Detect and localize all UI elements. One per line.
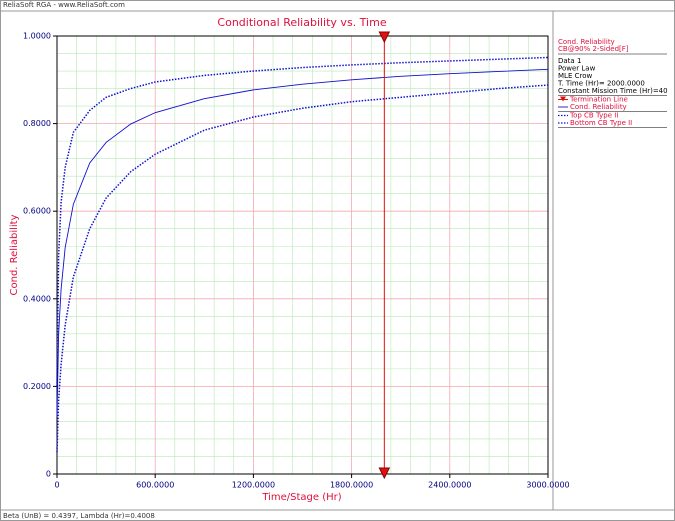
plot-area [56, 35, 549, 475]
footer: Beta (UnB) = 0.4397, Lambda (Hr)=0.4008 [3, 512, 155, 520]
y-tick-label: 1.0000 [23, 32, 51, 41]
y-tick-label: 0 [46, 470, 51, 479]
y-tick-label: 0.4000 [23, 294, 51, 303]
series-line [56, 68, 549, 417]
legend-entry: Bottom CB Type II [570, 119, 632, 127]
y-tick-label: 0.2000 [23, 382, 51, 391]
y-tick-label: 0.6000 [23, 207, 51, 216]
legend-swatch [560, 96, 566, 102]
legend-entry: Cond. Reliability [570, 103, 627, 111]
header: ReliaSoft RGA - www.ReliaSoft.com [3, 1, 125, 9]
y-tick-label: 0.8000 [23, 119, 51, 128]
x-tick-label: 2400.0000 [428, 481, 471, 490]
chart-title: Conditional Reliability vs. Time [217, 16, 386, 29]
legend-info: Data 1 [558, 57, 581, 65]
legend-info: MLE Crow [558, 72, 592, 80]
termination-marker [378, 31, 391, 44]
termination-marker [378, 467, 391, 480]
series-line [56, 84, 549, 453]
legend-subtitle: CB@90% 2-Sided[F] [558, 45, 629, 53]
x-tick-label: 600.0000 [136, 481, 174, 490]
legend-entry: Termination Line [569, 96, 628, 104]
series-line [56, 56, 549, 387]
legend-info: Constant Mission Time (Hr)=40 [558, 87, 668, 95]
x-tick-label: 0 [54, 481, 59, 490]
x-tick-label: 1800.0000 [330, 481, 373, 490]
legend-entry: Top CB Type II [569, 112, 618, 120]
y-axis-label: Cond. Reliability [9, 214, 20, 295]
legend-info: Power Law [558, 65, 596, 73]
x-tick-label: 1200.0000 [232, 481, 275, 490]
x-tick-label: 3000.0000 [526, 481, 569, 490]
legend-info: T. Time (Hr)= 2000.0000 [557, 80, 645, 88]
legend-title: Cond. Reliability [558, 38, 615, 46]
x-axis-label: Time/Stage (Hr) [261, 492, 341, 503]
